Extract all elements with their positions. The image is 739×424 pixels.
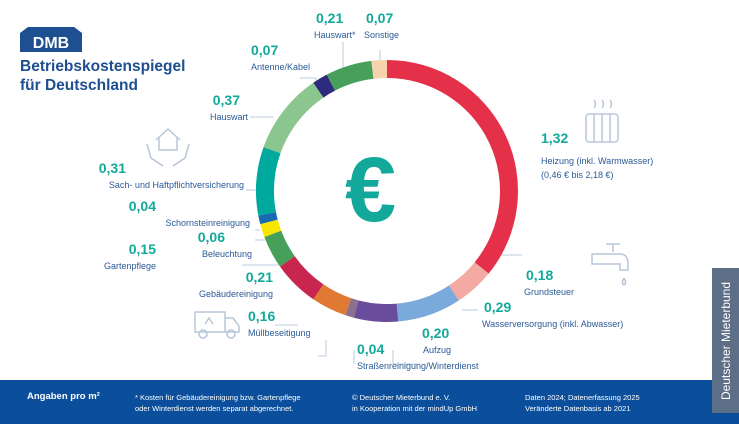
label-hauswart-star: Hauswart* [314, 30, 356, 40]
value-wasser: 0,29 [484, 299, 512, 315]
footer-data-2: Veränderte Datenbasis ab 2021 [525, 404, 631, 413]
label-muell: Müllbeseitigung [248, 328, 311, 338]
value-garten: 0,15 [128, 241, 156, 257]
donut-segment-11 [263, 82, 324, 154]
donut-segment-4 [345, 298, 359, 318]
value-sonstige: 0,07 [366, 10, 394, 26]
donut-segment-3 [353, 300, 399, 322]
donut-segment-8 [260, 219, 282, 237]
label-heizung-range: (0,46 € bis 2,18 €) [541, 170, 614, 180]
house-hands-icon [146, 127, 190, 167]
label-beleuchtung: Beleuchtung [201, 249, 252, 259]
label-hauswart: Hauswart [209, 112, 248, 122]
value-antenne: 0,07 [251, 42, 279, 58]
label-schornstein: Schornsteinreinigung [165, 218, 250, 228]
label-garten: Gartenpflege [103, 261, 156, 271]
label-strassen: Straßenreinigung/Winterdienst [357, 361, 479, 371]
donut-segment-6 [279, 256, 324, 300]
label-antenne: Antenne/Kabel [251, 62, 311, 72]
value-heizung: 1,32 [541, 130, 569, 146]
donut-segment-5 [313, 284, 351, 316]
donut-segment-1 [448, 262, 489, 301]
footer-note-2: oder Winterdienst werden separat abgerec… [135, 404, 294, 413]
label-gebaeude: Gebäudereinigung [198, 289, 273, 299]
donut-segment-10 [256, 147, 281, 216]
value-hauswart: 0,37 [212, 92, 240, 108]
value-hauswart-star: 0,21 [316, 10, 344, 26]
donut-segment-2 [396, 285, 459, 322]
footer-unit: Angaben pro m² [27, 391, 100, 402]
footer-data-info: Daten 2024; Datenerfassung 2025 Verändert… [525, 392, 640, 414]
label-grundsteuer: Grundsteuer [524, 287, 575, 297]
label-sach: Sach- und Haftpflichtversicherung [108, 180, 244, 190]
footer-note-1: * Kosten für Gebäudereinigung bzw. Garte… [135, 393, 301, 402]
dmb-logo: DMB [20, 27, 82, 52]
value-schornstein: 0,04 [128, 198, 156, 214]
value-sach: 0,31 [98, 160, 126, 176]
donut-segment-13 [326, 60, 374, 91]
donut-segment-9 [258, 212, 278, 225]
footer-copyright-2: in Kooperation mit der mindUp GmbH [352, 404, 478, 413]
title-line-1: Betriebskostenspiegel [20, 58, 186, 75]
value-beleuchtung: 0,06 [197, 229, 225, 245]
radiator-icon [585, 99, 619, 143]
donut-segment-7 [264, 230, 295, 267]
label-sonstige: Sonstige [364, 30, 400, 40]
title-line-2: für Deutschland [20, 77, 138, 94]
side-tab: Deutscher Mieterbund [712, 268, 739, 413]
footer: Angaben pro m² * Kosten für Gebäudereini… [0, 380, 739, 424]
footer-note: * Kosten für Gebäudereinigung bzw. Garte… [135, 392, 301, 414]
footer-copyright: © Deutscher Mieterbund e. V. in Kooperati… [352, 392, 477, 414]
side-tab-label: Deutscher Mieterbund [718, 281, 733, 400]
label-aufzug: Aufzug [423, 345, 452, 355]
value-gebaeude: 0,21 [245, 269, 273, 285]
euro-symbol: € [345, 139, 397, 241]
water-tap-icon [591, 243, 629, 286]
page-title: Betriebskostenspiegel für Deutschland [20, 57, 185, 95]
value-grundsteuer: 0,18 [526, 267, 554, 283]
value-aufzug: 0,20 [422, 325, 450, 341]
value-strassen: 0,04 [357, 341, 385, 357]
value-muell: 0,16 [248, 308, 276, 324]
donut-segment-0 [387, 60, 518, 274]
svg-text:DMB: DMB [33, 35, 69, 52]
garbage-truck-icon [194, 311, 240, 339]
footer-copyright-1: © Deutscher Mieterbund e. V. [352, 393, 451, 402]
label-wasser: Wasserversorgung (inkl. Abwasser) [482, 319, 624, 329]
donut-segment-12 [313, 74, 336, 98]
label-heizung: Heizung (inkl. Warmwasser) [541, 156, 654, 166]
donut-segment-14 [371, 60, 387, 79]
footer-data-1: Daten 2024; Datenerfassung 2025 [525, 393, 640, 402]
